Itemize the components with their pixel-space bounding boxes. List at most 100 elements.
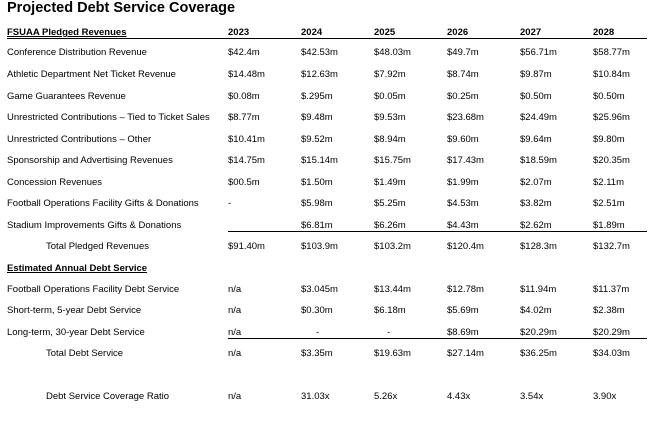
table-cell: $9.60m <box>447 134 479 145</box>
table-cell: $3.35m <box>301 348 333 359</box>
debt-header-label: Estimated Annual Debt Service <box>7 263 148 274</box>
table-cell: n/a <box>228 391 242 402</box>
table-cell: $128.3m <box>520 241 557 252</box>
table-cell: $15.75m <box>374 155 411 166</box>
row-label: Stadium Improvements Gifts & Donations <box>7 220 182 231</box>
table-cell: $6.81m <box>301 220 333 231</box>
table-cell: $91.40m <box>228 241 265 252</box>
table-cell: - <box>228 198 232 209</box>
table-cell: $120.4m <box>447 241 484 252</box>
table-cell: $23.68m <box>447 112 484 123</box>
coverage-row: Debt Service Coverage Ratio n/a 31.03x 5… <box>0 390 660 406</box>
row-label: Football Operations Facility Gifts & Don… <box>7 198 199 209</box>
page-title: Projected Debt Service Coverage <box>7 0 236 16</box>
table-cell: $10.41m <box>228 134 265 145</box>
table-cell: $4.43m <box>447 220 479 231</box>
table-cell: $0.25m <box>447 91 479 102</box>
table-row: Concession Revenues $00.5m $1.50m $1.49m… <box>0 176 660 192</box>
table-cell: 3.54x <box>520 391 544 402</box>
table-row: Game Guarantees Revenue $0.08m $.295m $0… <box>0 90 660 106</box>
table-cell: $12.78m <box>447 284 484 295</box>
year-header: 2025 <box>374 27 396 38</box>
table-cell: $8.69m <box>447 327 479 338</box>
table-cell: $18.59m <box>520 155 557 166</box>
table-cell: $2.62m <box>520 220 552 231</box>
row-label: Unrestricted Contributions – Tied to Tic… <box>7 112 210 123</box>
table-cell: $17.43m <box>447 155 484 166</box>
table-cell: n/a <box>228 305 242 316</box>
row-label: Game Guarantees Revenue <box>7 91 126 102</box>
table-cell: $0.50m <box>593 91 625 102</box>
table-row: Conference Distribution Revenue $42.4m $… <box>0 46 660 62</box>
table-cell: $9.80m <box>593 134 625 145</box>
table-cell: $1.89m <box>593 220 625 231</box>
table-cell: $6.18m <box>374 305 406 316</box>
table-cell: $20.29m <box>520 327 557 338</box>
table-cell: $132.7m <box>593 241 630 252</box>
table-cell: $9.87m <box>520 69 552 80</box>
table-cell: $3.045m <box>301 284 338 295</box>
table-cell: $2.11m <box>593 177 624 188</box>
table-cell: $2.51m <box>593 198 625 209</box>
table-cell: $5.69m <box>447 305 479 316</box>
table-cell: $00.5m <box>228 177 260 188</box>
table-cell: $20.35m <box>593 155 630 166</box>
table-cell: $12.63m <box>301 69 338 80</box>
row-label: Concession Revenues <box>7 177 103 188</box>
table-row: Long-term, 30-year Debt Service n/a - - … <box>0 326 660 342</box>
table-cell: $1.50m <box>301 177 333 188</box>
year-header: 2024 <box>301 27 323 38</box>
row-label: Long-term, 30-year Debt Service <box>7 327 145 338</box>
table-cell: $14.48m <box>228 69 265 80</box>
table-cell: $48.03m <box>374 47 411 58</box>
row-label: Total Debt Service <box>46 348 124 359</box>
table-cell: $20.29m <box>593 327 630 338</box>
table-row: Stadium Improvements Gifts & Donations $… <box>0 219 660 235</box>
table-cell: $0.30m <box>301 305 333 316</box>
row-label: Conference Distribution Revenue <box>7 47 147 58</box>
table-cell: $34.03m <box>593 348 630 359</box>
table-cell: $49.7m <box>447 47 479 58</box>
table-cell: 4.43x <box>447 391 471 402</box>
table-cell: $8.94m <box>374 134 406 145</box>
table-cell: $0.50m <box>520 91 552 102</box>
row-label: Debt Service Coverage Ratio <box>46 391 170 402</box>
table-cell: $.295m <box>301 91 333 102</box>
subtotal-divider <box>228 231 647 232</box>
table-row: Short-term, 5-year Debt Service n/a $0.3… <box>0 304 660 320</box>
total-row: Total Pledged Revenues $91.40m $103.9m $… <box>0 240 660 256</box>
table-cell: 3.90x <box>593 391 617 402</box>
year-header: 2028 <box>593 27 615 38</box>
year-header: 2026 <box>447 27 469 38</box>
header-divider <box>7 38 647 39</box>
table-cell: - <box>316 327 320 338</box>
table-cell: $58.77m <box>593 47 630 58</box>
table-cell: n/a <box>228 284 242 295</box>
row-label: Total Pledged Revenues <box>46 241 149 252</box>
table-cell: $9.48m <box>301 112 333 123</box>
table-row: Football Operations Facility Debt Servic… <box>0 283 660 299</box>
table-cell: $103.9m <box>301 241 338 252</box>
table-cell: $15.14m <box>301 155 338 166</box>
table-cell: $10.84m <box>593 69 630 80</box>
table-cell: $5.98m <box>301 198 333 209</box>
table-cell: $0.05m <box>374 91 406 102</box>
table-cell: $103.2m <box>374 241 411 252</box>
table-cell: $1.99m <box>447 177 479 188</box>
row-label: Athletic Department Net Ticket Revenue <box>7 69 176 80</box>
table-cell: $5.25m <box>374 198 406 209</box>
total-row: Total Debt Service n/a $3.35m $19.63m $2… <box>0 347 660 363</box>
revenues-header-label: FSUAA Pledged Revenues <box>7 27 127 38</box>
table-cell: - <box>387 327 391 338</box>
table-cell: $4.53m <box>447 198 479 209</box>
table-row: Football Operations Facility Gifts & Don… <box>0 197 660 213</box>
row-label: Unrestricted Contributions – Other <box>7 134 152 145</box>
table-cell: $7.92m <box>374 69 406 80</box>
table-cell: 31.03x <box>301 391 330 402</box>
year-header: 2027 <box>520 27 542 38</box>
table-row: Unrestricted Contributions – Other $10.4… <box>0 133 660 149</box>
table-cell: $6.26m <box>374 220 406 231</box>
table-cell: $4.02m <box>520 305 552 316</box>
table-cell: $42.4m <box>228 47 260 58</box>
table-cell: $1.49m <box>374 177 406 188</box>
